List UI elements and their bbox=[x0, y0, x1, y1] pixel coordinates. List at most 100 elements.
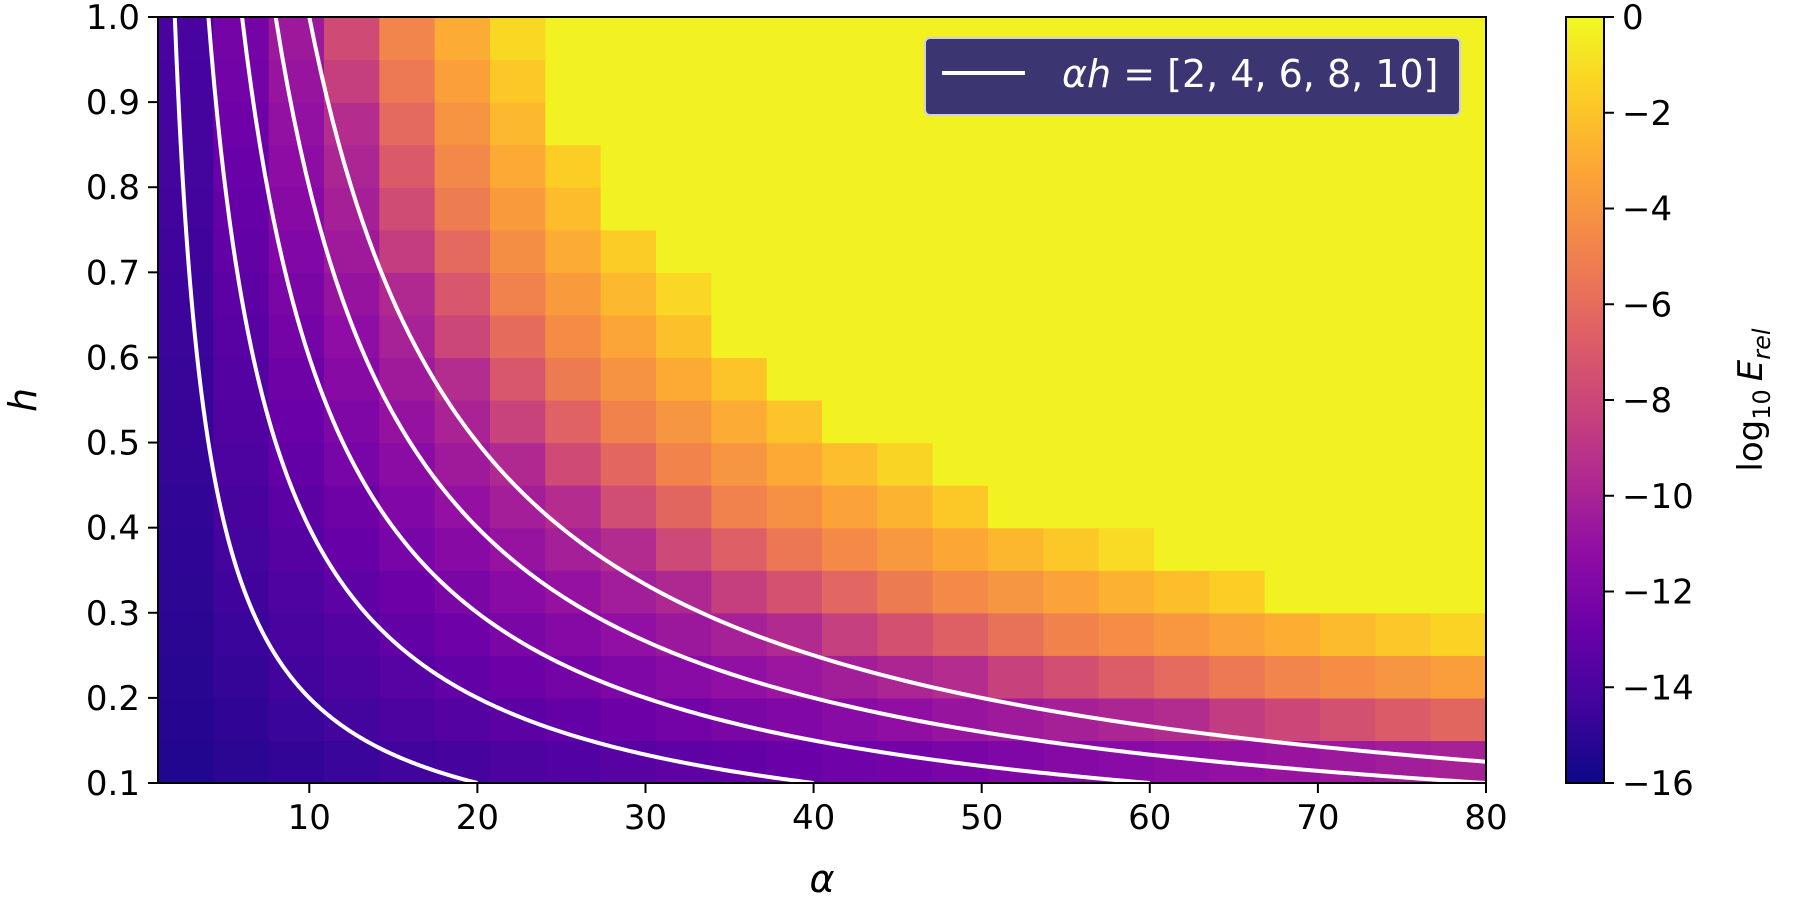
heatmap-cell bbox=[822, 527, 878, 571]
legend-box bbox=[924, 37, 1461, 116]
heatmap-cell bbox=[656, 400, 712, 444]
heatmap-cell bbox=[545, 400, 602, 444]
y-tick-label: 1.0 bbox=[86, 0, 140, 38]
heatmap-cell bbox=[1320, 357, 1376, 401]
heatmap-cell bbox=[822, 102, 878, 146]
heatmap-cell bbox=[988, 357, 1044, 401]
heatmap-cell bbox=[932, 442, 989, 486]
heatmap-cell bbox=[822, 59, 878, 103]
heatmap-cell bbox=[1264, 612, 1321, 656]
heatmap-cell bbox=[1430, 442, 1486, 486]
heatmap-cell bbox=[434, 144, 491, 188]
heatmap-cell bbox=[766, 17, 823, 61]
heatmap-cell bbox=[1320, 314, 1376, 359]
heatmap-cell bbox=[1320, 527, 1376, 571]
heatmap-cell bbox=[434, 102, 491, 146]
heatmap-cell bbox=[766, 102, 823, 146]
heatmap-cell bbox=[268, 655, 325, 699]
colorbar bbox=[1565, 16, 1605, 784]
heatmap-cell bbox=[1430, 612, 1486, 656]
heatmap-cell bbox=[490, 314, 546, 359]
heatmap-cell bbox=[324, 17, 380, 61]
heatmap-cell bbox=[158, 102, 214, 146]
heatmap-cell bbox=[711, 272, 768, 316]
heatmap-cell bbox=[1375, 314, 1432, 359]
heatmap-cell bbox=[1154, 400, 1210, 444]
heatmap-cell bbox=[877, 400, 934, 444]
heatmap-cell bbox=[988, 570, 1044, 614]
contour-line-ah-6 bbox=[240, 17, 1150, 783]
heatmap-cell bbox=[1043, 570, 1100, 614]
heatmap-cell bbox=[1154, 612, 1210, 656]
heatmap-cell bbox=[1320, 187, 1376, 231]
heatmap-cell bbox=[213, 655, 270, 699]
x-tick-label: 10 bbox=[288, 798, 331, 838]
heatmap-cell bbox=[656, 272, 712, 316]
heatmap-cell bbox=[268, 527, 325, 571]
heatmap-cell bbox=[1154, 272, 1210, 316]
heatmap-cell bbox=[1264, 272, 1321, 316]
heatmap-cell bbox=[1264, 485, 1321, 529]
legend-label-rest: = [2, 4, 6, 8, 10] bbox=[1111, 52, 1438, 96]
heatmap-cell bbox=[1154, 144, 1210, 188]
heatmap-cell bbox=[158, 17, 214, 61]
heatmap-cell bbox=[711, 187, 768, 231]
heatmap-cell bbox=[1043, 229, 1100, 273]
heatmap-cell bbox=[268, 485, 325, 529]
heatmap-cell bbox=[158, 272, 214, 316]
heatmap-cell bbox=[213, 229, 270, 273]
heatmap-cell bbox=[822, 697, 878, 742]
heatmap-cell bbox=[988, 400, 1044, 444]
heatmap-cell bbox=[877, 612, 934, 656]
heatmap-cell bbox=[1043, 357, 1100, 401]
heatmap-cell bbox=[1320, 570, 1376, 614]
heatmap-cell bbox=[490, 187, 546, 231]
heatmap-cell bbox=[1154, 485, 1210, 529]
colorbar-tick-label: 0 bbox=[1622, 0, 1644, 38]
heatmap-cell bbox=[1430, 485, 1486, 529]
heatmap-cell bbox=[600, 187, 657, 231]
heatmap-cell bbox=[711, 314, 768, 359]
heatmap-cell bbox=[379, 314, 436, 359]
y-tick-label: 0.6 bbox=[86, 338, 140, 378]
heatmap-cell bbox=[932, 357, 989, 401]
heatmap-cell bbox=[1154, 655, 1210, 699]
colorbar-tick-label: −2 bbox=[1622, 94, 1672, 134]
heatmap-cell bbox=[1209, 314, 1266, 359]
heatmap-cell bbox=[545, 17, 602, 61]
heatmap-cell bbox=[324, 272, 380, 316]
heatmap-cell bbox=[932, 697, 989, 742]
heatmap-cell bbox=[656, 17, 712, 61]
legend-label: αh = [2, 4, 6, 8, 10] bbox=[1062, 52, 1438, 96]
heatmap-cell bbox=[545, 272, 602, 316]
heatmap-cell bbox=[600, 144, 657, 188]
heatmap-cell bbox=[1098, 612, 1155, 656]
heatmap-cell bbox=[1209, 229, 1266, 273]
heatmap-cell bbox=[1375, 612, 1432, 656]
heatmap-cell bbox=[545, 102, 602, 146]
heatmap-cell bbox=[877, 485, 934, 529]
heatmap-cell bbox=[490, 102, 546, 146]
contour-line-ah-10 bbox=[307, 17, 1486, 764]
heatmap-cell bbox=[988, 740, 1044, 783]
heatmap-cell bbox=[988, 485, 1044, 529]
heatmap-cell bbox=[213, 314, 270, 359]
heatmap-cell bbox=[1154, 527, 1210, 571]
heatmap-cell bbox=[1043, 612, 1100, 656]
heatmap-cell bbox=[545, 59, 602, 103]
heatmap-cell bbox=[656, 655, 712, 699]
heatmap-cell bbox=[600, 17, 657, 61]
heatmap-cell bbox=[1264, 144, 1321, 188]
colorbar-tick-label: −4 bbox=[1622, 190, 1672, 230]
heatmap-cell bbox=[600, 314, 657, 359]
heatmap-cell bbox=[1098, 442, 1155, 486]
heatmap-cell bbox=[988, 272, 1044, 316]
heatmap-cell bbox=[1264, 314, 1321, 359]
heatmap-cell bbox=[490, 442, 546, 486]
heatmap-cell bbox=[711, 485, 768, 529]
heatmap-cell bbox=[766, 357, 823, 401]
heatmap-cell bbox=[268, 740, 325, 783]
heatmap-cell bbox=[1043, 314, 1100, 359]
heatmap-cell bbox=[822, 272, 878, 316]
heatmap-cell bbox=[656, 144, 712, 188]
